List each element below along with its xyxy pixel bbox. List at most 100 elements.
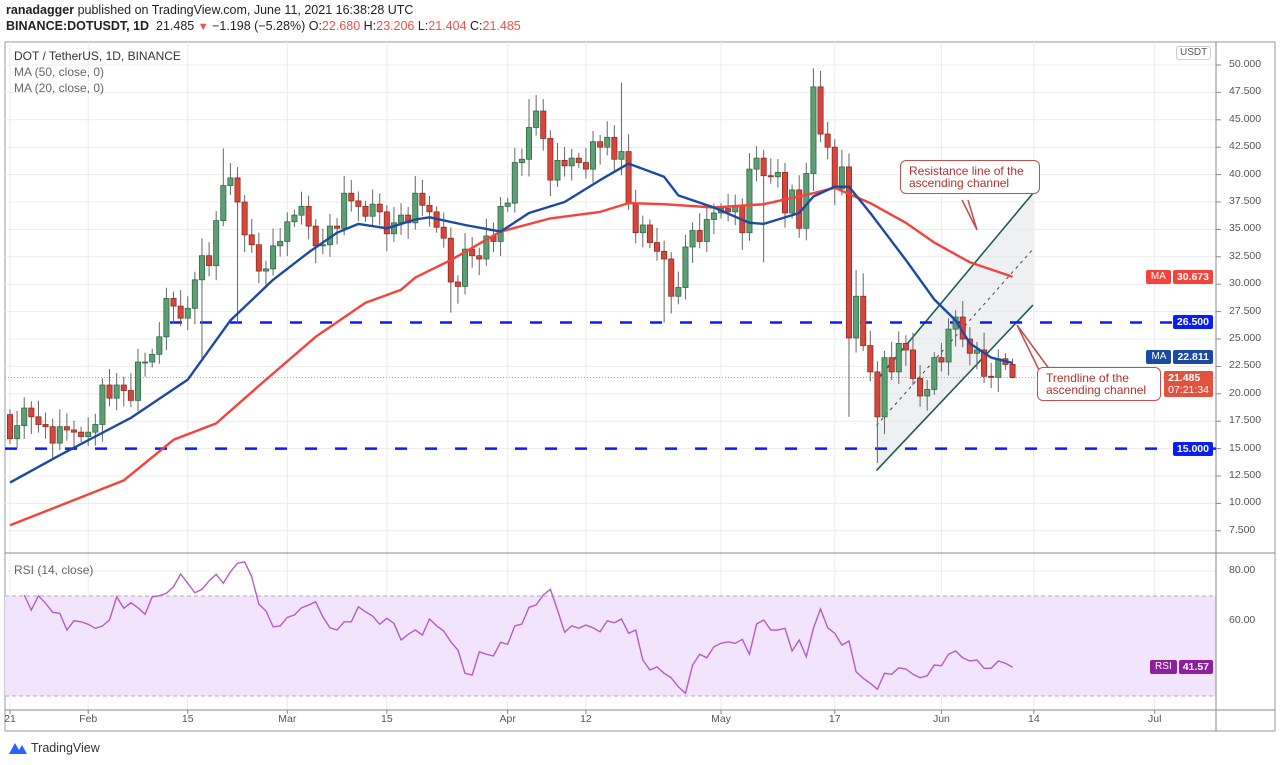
chart-title: DOT / TetherUS, 1D, BINANCE (14, 49, 181, 63)
candle-down (234, 177, 241, 203)
candle-down (348, 192, 355, 202)
candle-up (191, 279, 198, 309)
candle-down (625, 151, 632, 204)
candle-up (198, 255, 205, 281)
candle-down (312, 225, 319, 247)
candle-down (540, 110, 547, 139)
candle-up (568, 157, 575, 167)
support-tag: 15.000 (1172, 442, 1213, 456)
candle-down (362, 205, 369, 217)
resistance-tag-row: 26.500 (1172, 315, 1213, 329)
candle-down (70, 429, 77, 433)
ma20-legend[interactable]: MA (20, close, 0) (14, 81, 105, 95)
candle-down (611, 136, 618, 160)
candle-up (398, 214, 405, 224)
candle-down (170, 298, 177, 307)
candle-up (604, 136, 611, 148)
price-tick-label: 10.000 (1229, 496, 1262, 509)
candle-up (973, 349, 980, 354)
price-tick-label: 47.500 (1229, 85, 1262, 98)
candle-up (134, 361, 141, 401)
ma50-legend[interactable]: MA (50, close, 0) (14, 65, 105, 79)
candle-up (618, 151, 625, 160)
time-tick-label: 21 (4, 713, 16, 725)
price-tick-label: 32.500 (1229, 249, 1262, 262)
candle-down (177, 305, 184, 319)
candle-down (661, 250, 668, 260)
rsi-band (5, 596, 1216, 696)
time-tick-label: Jul (1147, 713, 1162, 725)
rsi-tag: RSI 41.57 (1150, 660, 1213, 674)
candle-up (277, 241, 284, 247)
candle-up (895, 342, 902, 373)
close-value: 21.485 (482, 19, 521, 33)
candle-up (56, 426, 63, 444)
down-arrow-icon: ▼ (197, 21, 209, 33)
price-tick-label: 27.500 (1229, 304, 1262, 317)
last-price-tag-value: 21.485 (1168, 372, 1201, 384)
price-tick-label: 37.500 (1229, 195, 1262, 207)
candle-up (518, 158, 525, 163)
bar-countdown: 07:21:34 (1168, 384, 1209, 396)
candle-up (554, 159, 561, 181)
candle-down (106, 384, 113, 399)
ma20-tag: MA 22.811 (1146, 350, 1213, 364)
candle-up (497, 205, 504, 242)
candle-down (63, 426, 70, 431)
candle-up (931, 357, 938, 390)
candle-down (767, 175, 774, 178)
candle-up (675, 287, 682, 297)
candle-up (789, 189, 796, 214)
last-price: 21.485 (156, 19, 195, 33)
candle-up (810, 86, 817, 174)
ma50-tag-value: 30.673 (1172, 270, 1213, 284)
tradingview-logo[interactable]: TradingView (8, 740, 100, 756)
candle-up (462, 248, 469, 287)
candle-up (270, 245, 277, 270)
candle-down (575, 157, 582, 163)
price-tick-label: 40.000 (1229, 167, 1262, 180)
candle-down (127, 390, 134, 401)
last-price-tag: 21.485 07:21:34 (1164, 371, 1213, 397)
candle-up (156, 336, 163, 355)
currency-label[interactable]: USDT (1176, 46, 1212, 60)
price-tick-label: 12.500 (1229, 469, 1262, 481)
candle-down (334, 225, 341, 229)
time-tick-label: Mar (278, 713, 297, 725)
last-price-tag-row: 21.485 07:21:34 (1164, 371, 1213, 397)
candle-down (419, 192, 426, 206)
time-tick-label: 17 (828, 713, 841, 725)
price-tick-label: 35.000 (1229, 222, 1262, 235)
brand-name: TradingView (31, 741, 100, 755)
author[interactable]: ranadagger (6, 3, 75, 17)
candle-up (753, 157, 760, 170)
ma50-tag: MA 30.673 (1145, 270, 1213, 284)
price-tick-label: 22.500 (1229, 359, 1262, 372)
candle-up (924, 389, 931, 397)
price-tick-label: 30.000 (1229, 277, 1262, 290)
candle-up (774, 172, 781, 178)
candle-down (454, 281, 461, 287)
candle-up (21, 407, 28, 426)
rsi-legend[interactable]: RSI (14, close) (14, 563, 94, 577)
candle-up (590, 141, 597, 170)
candle-up (142, 361, 149, 364)
candle-down (476, 255, 483, 260)
rsi-tag-label: RSI (1150, 660, 1177, 674)
trendline-callout[interactable]: Trendline of the ascending channel (1037, 367, 1161, 401)
time-tick-label: 15 (181, 713, 194, 725)
price-tick-label: 42.500 (1229, 140, 1262, 153)
symbol: BINANCE:DOTUSDT, 1D (6, 19, 150, 33)
candle-down (35, 416, 42, 425)
candle-up (689, 230, 696, 248)
candle-down (305, 205, 312, 227)
candle-down (909, 349, 916, 379)
time-tick-label: 12 (580, 713, 592, 725)
resistance-callout[interactable]: Resistance line of the ascending channel (900, 160, 1040, 194)
candle-up (184, 307, 191, 319)
candle-down (781, 172, 788, 214)
candle-up (85, 431, 92, 437)
ohlc-bar: BINANCE:DOTUSDT, 1D 21.485 ▼ −1.198 (−5.… (6, 19, 521, 33)
rsi-line (23, 561, 1013, 695)
high-label: H: (363, 19, 377, 33)
